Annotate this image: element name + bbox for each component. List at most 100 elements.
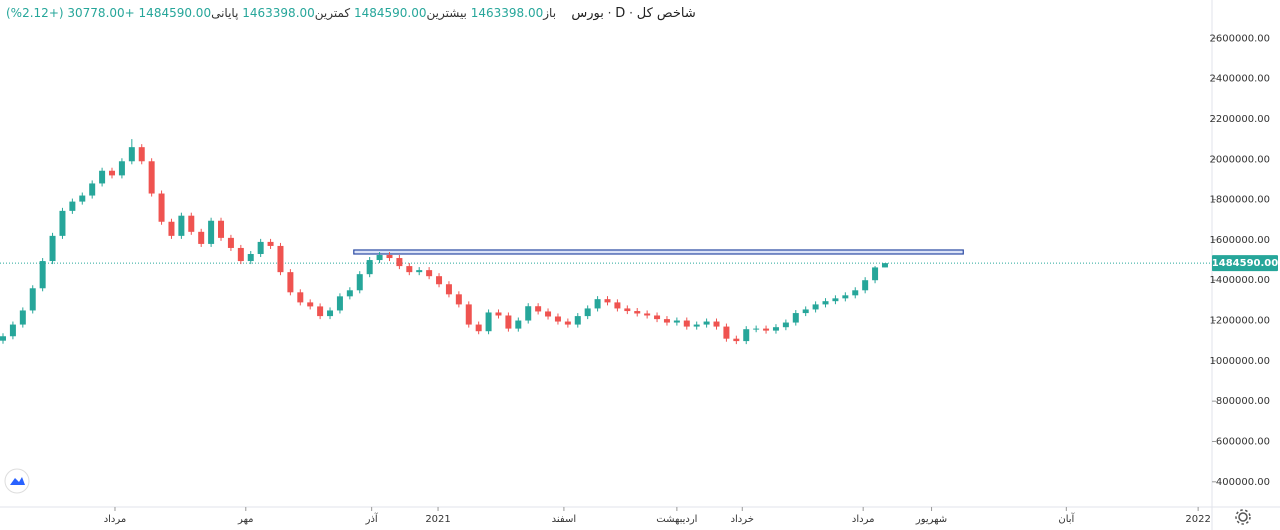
candle-body — [59, 210, 66, 236]
candle-body — [49, 235, 56, 262]
candle-body — [822, 301, 829, 305]
change: +30778.00 — [67, 6, 135, 20]
candle-body — [683, 320, 690, 327]
candle-body — [545, 311, 552, 317]
candle-body — [455, 294, 462, 305]
y-tick-label: 1400000.00 — [1210, 275, 1270, 286]
candle-body — [79, 195, 86, 202]
candle-body — [99, 170, 106, 184]
settings-icon[interactable] — [1235, 509, 1251, 525]
candle-body — [436, 276, 443, 285]
candle-body — [604, 299, 611, 303]
last-price-label: 1484590.00 — [1212, 258, 1278, 269]
candle-body — [782, 322, 789, 328]
header: شاخص کل · D · بورس باز1463398.00 بیشترین… — [6, 6, 696, 21]
candle-body — [614, 302, 621, 309]
candle-body — [237, 247, 244, 262]
candle-body — [426, 270, 433, 277]
candle-body — [564, 321, 571, 325]
candle-body — [663, 319, 670, 323]
y-tick-label: 2600000.00 — [1210, 33, 1270, 44]
candle-body — [366, 260, 373, 275]
candle-body — [416, 270, 423, 273]
interval: D — [615, 6, 626, 21]
y-tick-label: 1200000.00 — [1210, 316, 1270, 327]
exchange: بورس — [571, 6, 604, 21]
candle-body — [535, 306, 542, 312]
y-tick-label: 800000.00 — [1216, 396, 1270, 407]
candle-body — [19, 310, 26, 325]
x-tick-label: 2021 — [425, 514, 450, 525]
candle-body — [713, 321, 720, 327]
candle-body — [297, 292, 304, 303]
candle-body — [247, 254, 254, 262]
x-tick-label: آذر — [365, 512, 379, 525]
candle-body — [862, 280, 869, 291]
candle-body — [673, 320, 680, 323]
candle-body — [396, 258, 403, 267]
candle-body — [594, 299, 601, 309]
candle-body — [812, 304, 819, 310]
candle-body — [168, 221, 175, 236]
candle-body — [198, 231, 205, 244]
candle-body — [753, 328, 760, 330]
candle-body — [128, 147, 135, 162]
candle-body — [109, 170, 116, 176]
ohlc-value: 1484590.00 — [353, 6, 427, 20]
candle-body — [406, 266, 413, 273]
candle-body — [148, 161, 155, 194]
candle-body — [69, 201, 76, 211]
candle-body — [327, 310, 334, 317]
ohlc-value: 1463398.00 — [470, 6, 544, 20]
x-tick-label: مهر — [237, 514, 253, 525]
candle-body — [624, 308, 631, 312]
x-tick-label: مرداد — [104, 514, 127, 525]
candle-body — [792, 313, 799, 323]
y-tick-label: 1800000.00 — [1210, 195, 1270, 206]
candle-body — [495, 312, 502, 316]
candle-body — [218, 220, 225, 238]
ohlc-values: باز1463398.00 بیشترین1484590.00 کمترین14… — [6, 6, 556, 20]
candle-body — [842, 295, 849, 299]
candle-body — [654, 315, 661, 320]
candle-body — [525, 306, 532, 321]
candle-body — [138, 147, 145, 162]
candle-body — [118, 161, 125, 176]
candle-body — [743, 329, 750, 342]
candle-body — [872, 267, 879, 281]
symbol-name: شاخص کل — [636, 6, 696, 21]
candle-body — [693, 324, 700, 327]
candle-body — [0, 336, 6, 341]
logo — [4, 468, 30, 494]
candle-body — [644, 313, 651, 316]
candle-body — [584, 308, 591, 317]
horizontal-level — [353, 249, 964, 255]
candle-body — [267, 241, 274, 246]
ohlc-label: پایانی — [211, 6, 239, 20]
ohlc-value: 1463398.00 — [242, 6, 315, 20]
candle-body — [723, 326, 730, 339]
candle-body — [554, 316, 561, 322]
last-price-box — [1212, 255, 1278, 272]
candle-body — [287, 272, 294, 293]
x-tick-label: 2022 — [1185, 514, 1210, 525]
x-tick-label: اسفند — [552, 514, 576, 525]
candle-body — [39, 261, 46, 289]
candle-body — [277, 245, 284, 273]
y-tick-label: 2200000.00 — [1210, 114, 1270, 125]
candle-body — [227, 237, 234, 248]
candle-body — [703, 321, 710, 325]
candle-body — [307, 302, 314, 307]
candle-body — [881, 263, 888, 268]
x-tick-label: خرداد — [731, 514, 754, 525]
candle-body — [763, 328, 770, 331]
candle-body — [9, 324, 16, 337]
candle-body — [852, 290, 859, 296]
y-tick-label: 600000.00 — [1216, 436, 1270, 447]
candle-body — [158, 193, 165, 222]
candle-body — [178, 215, 185, 236]
ohlc-value: 1484590.00 — [138, 6, 212, 20]
candle-body — [346, 290, 353, 297]
candle-body — [386, 255, 393, 259]
